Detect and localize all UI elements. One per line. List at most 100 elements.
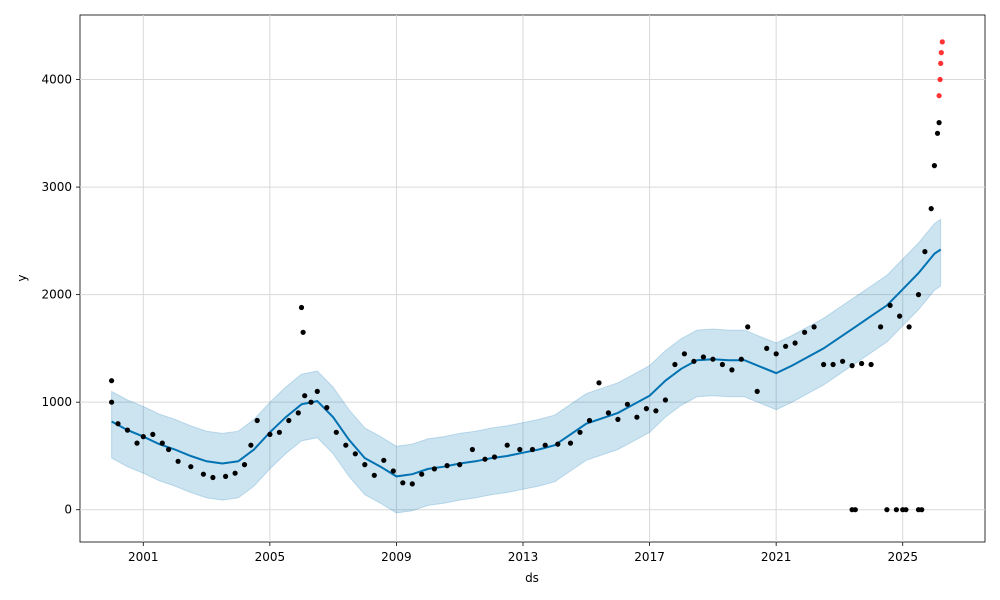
actual-point	[615, 416, 621, 422]
actual-point	[700, 354, 707, 360]
actual-point	[300, 329, 306, 335]
actual-point	[166, 446, 172, 453]
y-tick-label: 1000	[41, 395, 72, 409]
actual-point	[308, 399, 314, 405]
actual-point	[919, 507, 925, 513]
x-tick-label: 2013	[508, 550, 539, 564]
actual-point	[254, 417, 260, 424]
actual-point	[859, 360, 865, 367]
actual-point	[469, 446, 475, 453]
actual-point	[431, 466, 437, 472]
actual-point	[802, 329, 808, 335]
actual-point	[248, 442, 254, 448]
x-axis: 2001 2005 2009 2013 2017 2021 2025	[128, 542, 918, 564]
actual-point	[897, 313, 903, 319]
actual-point	[232, 470, 238, 476]
actual-point	[200, 471, 206, 477]
plot-area	[79, 14, 986, 543]
actual-point	[188, 464, 194, 470]
recent-point	[939, 39, 945, 45]
actual-point	[134, 440, 140, 446]
actual-point	[517, 446, 523, 453]
x-tick-label: 2009	[381, 550, 412, 564]
actual-point	[150, 431, 156, 437]
actual-point	[719, 361, 726, 368]
actual-point	[634, 414, 640, 420]
actual-point	[915, 292, 922, 298]
actual-point	[409, 481, 415, 487]
actual-point	[302, 393, 308, 399]
actual-point	[159, 440, 165, 446]
actual-point	[884, 507, 890, 513]
actual-point	[343, 442, 349, 448]
y-tick-label: 2000	[41, 288, 72, 302]
actual-point	[887, 302, 893, 308]
actual-point	[792, 340, 798, 346]
actual-point	[936, 120, 942, 126]
actual-point	[821, 361, 827, 368]
actual-point	[928, 206, 934, 212]
y-tick-label: 4000	[41, 73, 72, 87]
actual-point	[931, 163, 938, 169]
actual-point	[672, 361, 678, 368]
actual-point	[596, 380, 602, 386]
actual-point	[276, 429, 282, 435]
actual-point	[267, 431, 273, 437]
actual-point	[314, 388, 320, 394]
actual-point	[400, 480, 406, 486]
actual-point	[691, 358, 697, 364]
actual-point	[371, 472, 377, 478]
actual-point	[210, 474, 216, 481]
actual-point	[482, 456, 488, 462]
actual-point	[681, 351, 688, 357]
actual-point	[605, 410, 612, 416]
actual-point	[491, 454, 498, 460]
actual-point	[830, 361, 836, 368]
actual-point	[175, 458, 181, 464]
actual-point	[529, 446, 536, 453]
actual-point	[878, 324, 884, 330]
actual-point	[542, 442, 548, 448]
actual-point	[457, 462, 463, 468]
actual-point	[738, 356, 744, 362]
x-tick-label: 2001	[128, 550, 159, 564]
actual-point	[324, 405, 330, 411]
actual-point	[352, 451, 358, 457]
actual-point	[109, 399, 115, 405]
uncertainty-interval-band	[111, 218, 942, 514]
y-tick-label: 3000	[41, 180, 72, 194]
actual-point	[934, 130, 941, 136]
actual-point	[643, 406, 650, 412]
recent-point	[938, 50, 944, 56]
x-tick-label: 2017	[634, 550, 665, 564]
actual-point	[241, 462, 248, 468]
actual-point	[653, 408, 659, 414]
actual-point	[286, 417, 292, 424]
actual-point	[852, 507, 858, 513]
actual-point	[298, 304, 305, 311]
actual-point	[624, 401, 631, 407]
actual-point	[362, 462, 368, 468]
actual-point	[868, 361, 874, 368]
actual-point	[773, 351, 779, 357]
x-tick-label: 2025	[887, 550, 918, 564]
actual-point	[586, 417, 593, 424]
actual-point	[783, 343, 789, 349]
actual-point	[124, 427, 131, 433]
actual-point	[295, 410, 301, 416]
actual-point	[922, 249, 928, 255]
recent-point	[937, 76, 943, 83]
actual-point	[893, 507, 900, 513]
actual-point	[555, 441, 561, 447]
y-tick-label: 0	[64, 503, 72, 517]
actual-point	[906, 324, 912, 330]
actual-point	[504, 442, 510, 448]
actual-point	[109, 378, 115, 384]
actual-point	[444, 463, 450, 469]
actual-point	[333, 429, 339, 435]
actual-point	[140, 434, 146, 440]
y-axis-label: y	[15, 274, 29, 281]
actual-point	[903, 507, 909, 513]
actual-point	[729, 367, 735, 373]
